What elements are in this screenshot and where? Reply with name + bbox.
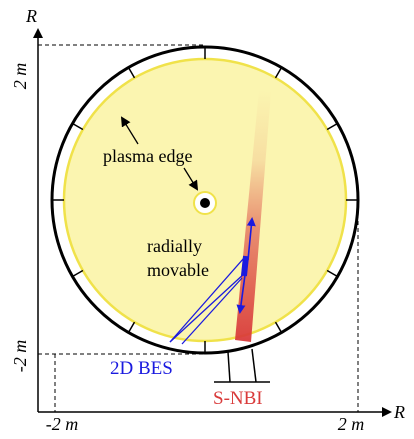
x-tick-left-label: -2 m xyxy=(46,414,79,434)
x-axis-label: R xyxy=(393,402,405,422)
vacuum-vessel xyxy=(50,45,360,383)
bes-detector-array xyxy=(240,255,250,277)
axes: R R 2 m -2 m -2 m 2 m xyxy=(10,6,405,434)
bes-sightline-lower xyxy=(181,277,243,345)
radially-label-line2: movable xyxy=(147,260,209,280)
nbi-port xyxy=(214,348,270,383)
y-tick-top-label: 2 m xyxy=(10,63,30,90)
bes-movable-arrow-up xyxy=(246,217,256,261)
arrow-icon xyxy=(183,167,199,191)
x-tick-right-label: 2 m xyxy=(338,414,365,434)
vessel-ribs xyxy=(52,47,358,353)
y-axis-label: R xyxy=(25,6,37,26)
plasma-edge-label: plasma edge xyxy=(103,146,192,166)
bes-sightline-middle xyxy=(169,271,247,343)
y-tick-bottom-label: -2 m xyxy=(10,340,30,373)
nbi-label: S-NBI xyxy=(213,388,263,409)
bes-sightline-upper xyxy=(169,256,246,343)
magnetic-axis xyxy=(193,191,217,215)
plasma-edge-annotation: plasma edge xyxy=(103,116,199,191)
arrow-icon xyxy=(120,116,139,145)
radially-movable-annotation: radially movable xyxy=(147,236,209,280)
radially-label-line1: radially xyxy=(147,236,202,256)
dimension-lines xyxy=(38,44,359,412)
magnetic-axis-dot-icon xyxy=(200,198,210,208)
bes-system: 2D BES xyxy=(110,217,256,379)
bes-movable-arrow-down xyxy=(236,274,246,314)
bes-label: 2D BES xyxy=(110,358,173,379)
